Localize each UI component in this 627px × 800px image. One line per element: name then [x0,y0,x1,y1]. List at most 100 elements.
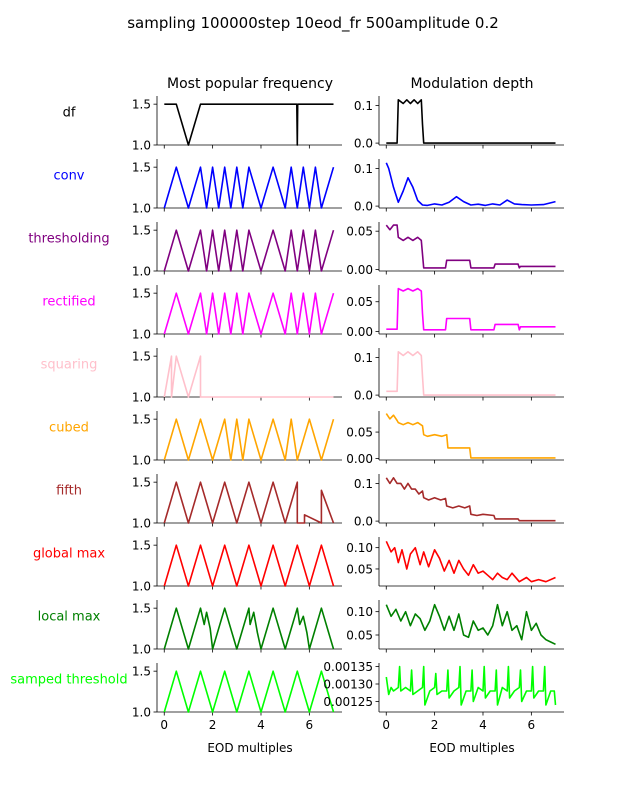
y-tick-label: 0.1 [354,351,373,365]
y-tick-label: 0.05 [346,295,373,309]
row-label-df: df [63,106,76,121]
y-tick-label: 0.1 [354,162,373,176]
y-tick-label: 1.0 [132,139,151,153]
y-tick-label: 0.00130 [323,678,373,692]
figure-title: sampling 100000step 10eod_fr 500amplitud… [127,14,499,33]
series-line-rectified-depth [386,287,556,331]
y-tick-label: 0.0 [354,389,373,403]
panel-thresholding-depth: 0.00 0.05 [346,222,564,277]
series-line-thresholding-frequency [163,229,335,272]
y-tick-label: 0.05 [346,562,373,576]
x-tick-label: 2 [431,718,439,732]
y-tick-label: 0.0 [354,137,373,151]
y-tick-label: 1.0 [132,643,151,657]
panel-cubed-frequency: 1.0 1.5 [132,411,342,468]
x-tick-label: 6 [306,718,314,732]
series-line-conv-frequency [163,166,335,209]
col-title-depth: Modulation depth [411,76,534,92]
x-tick-label: 0 [160,718,168,732]
y-tick-label: 1.0 [132,328,151,342]
x-tick-label: 6 [528,718,536,732]
y-tick-label: 1.5 [132,539,151,553]
y-tick-label: 0.1 [354,99,373,113]
series-line-cubed-depth [385,413,556,459]
x-tick-label: 2 [209,718,217,732]
y-tick-label: 0.10 [346,605,373,619]
y-tick-label: 0.00 [346,263,373,277]
row-label-thresholding: thresholding [28,232,109,247]
panel-squaring-frequency: 1.0 1.5 [132,348,342,405]
series-line-df-frequency [164,103,334,146]
y-tick-label: 0.00 [346,325,373,339]
row-label-cubed: cubed [49,421,89,436]
series-line-local-max-depth [385,603,556,646]
row-label-samped-threshold: samped threshold [10,673,127,688]
panel-global-max-frequency: 1.0 1.5 [132,537,342,594]
row-label-squaring: squaring [41,358,98,373]
series-line-local-max-frequency [163,607,335,650]
panel-cubed-depth: 0.00 0.05 [346,411,564,466]
y-tick-label: 1.5 [132,476,151,490]
y-tick-label: 1.5 [132,602,151,616]
y-tick-label: 0.0 [354,200,373,214]
series-line-conv-depth [385,162,556,207]
row-label-local-max: local max [38,610,101,625]
series-line-fifth-frequency [163,481,335,524]
series-line-global-max-depth [385,540,556,583]
y-tick-label: 1.5 [132,98,151,112]
panel-local-max-frequency: 1.0 1.5 [132,600,342,657]
panel-samped-threshold-depth: 0.00125 0.00130 0.00135 0 2 4 6 [323,660,564,732]
y-tick-label: 0.05 [346,225,373,239]
y-tick-label: 0.10 [346,541,373,555]
y-tick-label: 1.5 [132,161,151,175]
row-label-rectified: rectified [42,295,95,310]
series-line-fifth-depth [385,476,556,522]
x-tick-label: 4 [479,718,487,732]
y-tick-label: 1.0 [132,454,151,468]
series-line-cubed-frequency [163,418,335,461]
panel-fifth-depth: 0.0 0.1 [354,474,564,529]
y-tick-label: 1.0 [132,202,151,216]
y-tick-label: 0.00 [346,452,373,466]
y-tick-label: 0.05 [346,629,373,643]
y-tick-label: 1.5 [132,224,151,238]
row-label-conv: conv [53,169,84,184]
series-line-squaring-depth [386,350,556,396]
y-tick-label: 1.5 [132,287,151,301]
x-tick-label: 4 [257,718,265,732]
y-tick-label: 1.0 [132,580,151,594]
series-line-squaring-frequency [163,355,334,398]
panel-local-max-depth: 0.05 0.10 [346,600,564,653]
x-tick-label: 0 [382,718,390,732]
panel-samped-threshold-frequency: 1.0 1.5 0 2 4 6 [132,663,342,732]
series-line-samped-threshold-depth [385,665,557,706]
y-tick-label: 1.0 [132,517,151,531]
panel-df-frequency: 1.0 1.5 [132,96,342,153]
y-tick-label: 1.0 [132,706,151,720]
panel-rectified-frequency: 1.0 1.5 [132,285,342,342]
y-tick-label: 0.0 [354,515,373,529]
y-tick-label: 0.00135 [323,660,373,674]
y-tick-label: 1.5 [132,413,151,427]
panel-conv-frequency: 1.0 1.5 [132,159,342,216]
panel-df-depth: 0.0 0.1 [354,96,564,151]
y-tick-label: 0.05 [346,426,373,440]
series-line-global-max-frequency [163,544,335,587]
y-tick-label: 1.0 [132,391,151,405]
series-line-samped-threshold-frequency [163,670,335,713]
y-tick-label: 1.0 [132,265,151,279]
row-label-fifth: fifth [56,484,82,499]
panel-conv-depth: 0.0 0.1 [354,159,564,214]
series-line-df-depth [386,99,556,144]
row-labels: df conv thresholding rectified squaring cubed… [10,106,127,688]
panel-rectified-depth: 0.00 0.05 [346,285,564,339]
series-line-thresholding-depth [385,224,556,269]
panel-squaring-depth: 0.0 0.1 [354,348,564,403]
panel-fifth-frequency: 1.0 1.5 [132,474,342,531]
x-axis-label-frequency: EOD multiples [207,741,292,755]
y-tick-label: 0.00125 [323,695,373,709]
y-tick-label: 1.5 [132,350,151,364]
row-label-global-max: global max [33,547,105,562]
x-axis-label-depth: EOD multiples [429,741,514,755]
